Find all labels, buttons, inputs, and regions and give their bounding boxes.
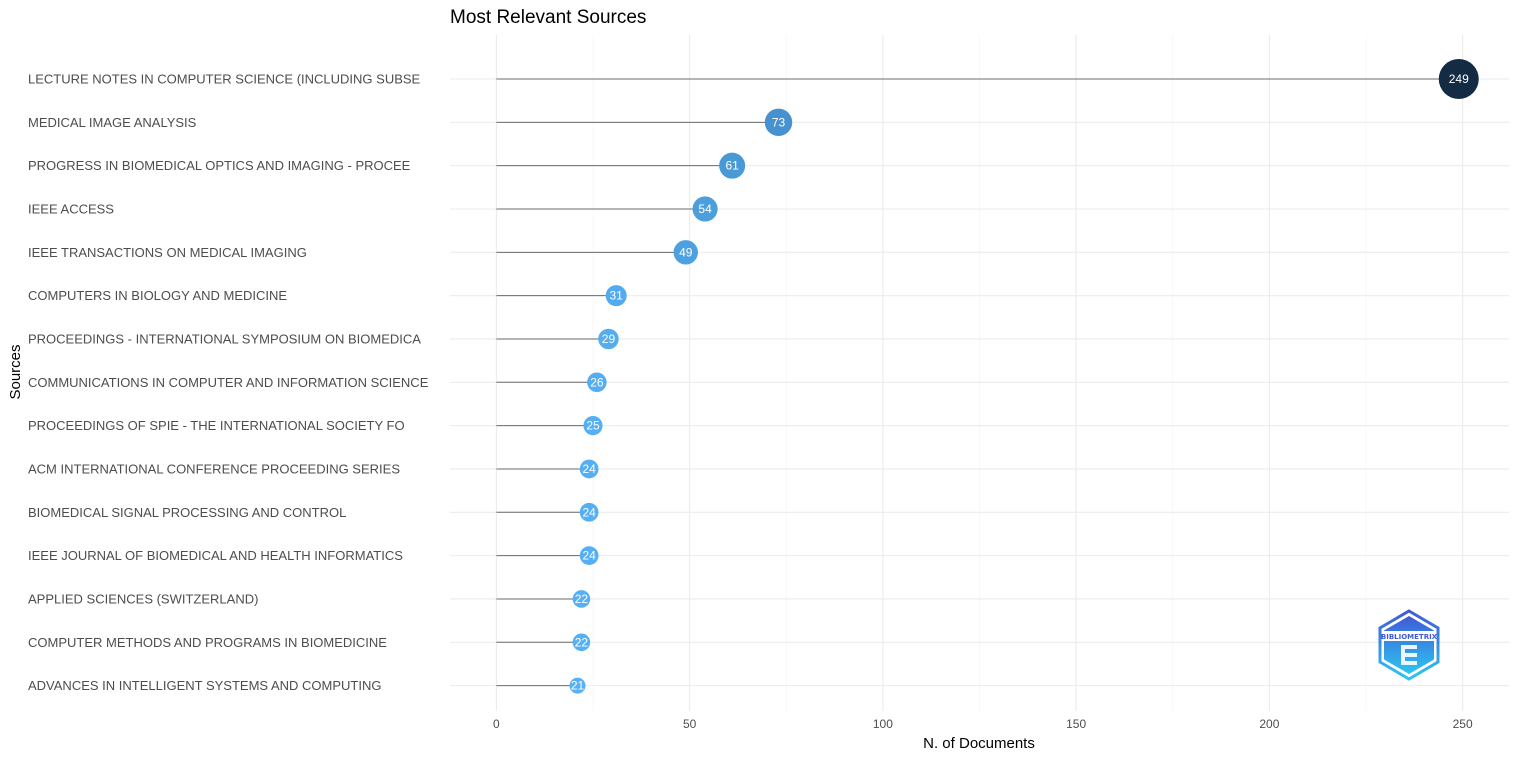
y-category-label: COMMUNICATIONS IN COMPUTER AND INFORMATI… — [28, 375, 429, 390]
y-axis-title: Sources — [7, 344, 24, 399]
y-category-label: ACM INTERNATIONAL CONFERENCE PROCEEDING … — [28, 461, 400, 476]
data-label: 73 — [772, 115, 786, 129]
y-category-label: APPLIED SCIENCES (SWITZERLAND) — [28, 591, 258, 606]
lollipop-point — [673, 240, 698, 265]
chart-title: Most Relevant Sources — [450, 7, 646, 28]
y-category-label: IEEE ACCESS — [28, 201, 114, 216]
lollipop-point — [764, 108, 793, 137]
lollipop-point — [605, 285, 627, 307]
lollipop-stems — [496, 78, 1459, 687]
data-label: 26 — [590, 375, 604, 389]
y-category-label: IEEE TRANSACTIONS ON MEDICAL IMAGING — [28, 245, 307, 260]
data-label: 22 — [575, 635, 589, 649]
data-label: 31 — [610, 289, 624, 303]
x-tick-label: 200 — [1259, 717, 1279, 731]
x-axis-ticks: 0 50 100 150 200 250 — [493, 717, 1473, 731]
grid-lines — [450, 35, 1509, 711]
lollipop-point — [583, 416, 603, 436]
lollipop-point — [719, 152, 746, 179]
y-category-label: COMPUTER METHODS AND PROGRAMS IN BIOMEDI… — [28, 635, 387, 650]
x-tick-label: 150 — [1066, 717, 1086, 731]
data-label: 24 — [582, 549, 596, 563]
lollipop-point — [579, 459, 599, 479]
data-label: 249 — [1449, 72, 1469, 86]
lollipop-point — [692, 196, 718, 222]
y-category-label: PROCEEDINGS OF SPIE - THE INTERNATIONAL … — [28, 418, 405, 433]
data-label: 61 — [725, 159, 739, 173]
data-label: 22 — [575, 592, 589, 606]
data-label: 49 — [679, 245, 693, 259]
y-category-label: ADVANCES IN INTELLIGENT SYSTEMS AND COMP… — [28, 678, 381, 693]
lollipop-points: 249 73 61 54 49 31 29 26 25 24 24 24 22 22 21 — [569, 59, 1479, 694]
x-tick-label: 0 — [493, 717, 500, 731]
category-labels: LECTURE NOTES IN COMPUTER SCIENCE (INCLU… — [28, 72, 429, 694]
y-category-label: LECTURE NOTES IN COMPUTER SCIENCE (INCLU… — [28, 72, 421, 87]
data-label: 25 — [586, 419, 600, 433]
data-label: 24 — [582, 505, 596, 519]
data-label: 29 — [602, 332, 616, 346]
y-category-label: BIOMEDICAL SIGNAL PROCESSING AND CONTROL — [28, 505, 346, 520]
lollipop-point — [587, 372, 607, 393]
data-label: 21 — [571, 679, 585, 693]
lollipop-point — [569, 677, 586, 694]
y-category-label: IEEE JOURNAL OF BIOMEDICAL AND HEALTH IN… — [28, 548, 403, 563]
lollipop-point — [579, 502, 599, 522]
y-category-label: COMPUTERS IN BIOLOGY AND MEDICINE — [28, 288, 287, 303]
y-category-label: PROGRESS IN BIOMEDICAL OPTICS AND IMAGIN… — [28, 158, 411, 173]
data-label: 24 — [582, 462, 596, 476]
x-tick-label: 100 — [873, 717, 893, 731]
x-tick-label: 250 — [1453, 717, 1473, 731]
lollipop-point — [1438, 59, 1479, 99]
data-label: 54 — [698, 202, 712, 216]
lollipop-point — [598, 328, 619, 350]
lollipop-point — [579, 546, 599, 566]
y-category-label: MEDICAL IMAGE ANALYSIS — [28, 115, 197, 130]
y-category-label: PROCEEDINGS - INTERNATIONAL SYMPOSIUM ON… — [28, 331, 421, 346]
lollipop-point — [572, 633, 591, 652]
logo-text: BIBLIOMETRIX — [1381, 633, 1438, 641]
x-tick-label: 50 — [683, 717, 697, 731]
x-axis-title: N. of Documents — [923, 735, 1035, 752]
lollipop-point — [572, 590, 591, 608]
bibliometrix-logo: BIBLIOMETRIX — [1378, 609, 1440, 681]
